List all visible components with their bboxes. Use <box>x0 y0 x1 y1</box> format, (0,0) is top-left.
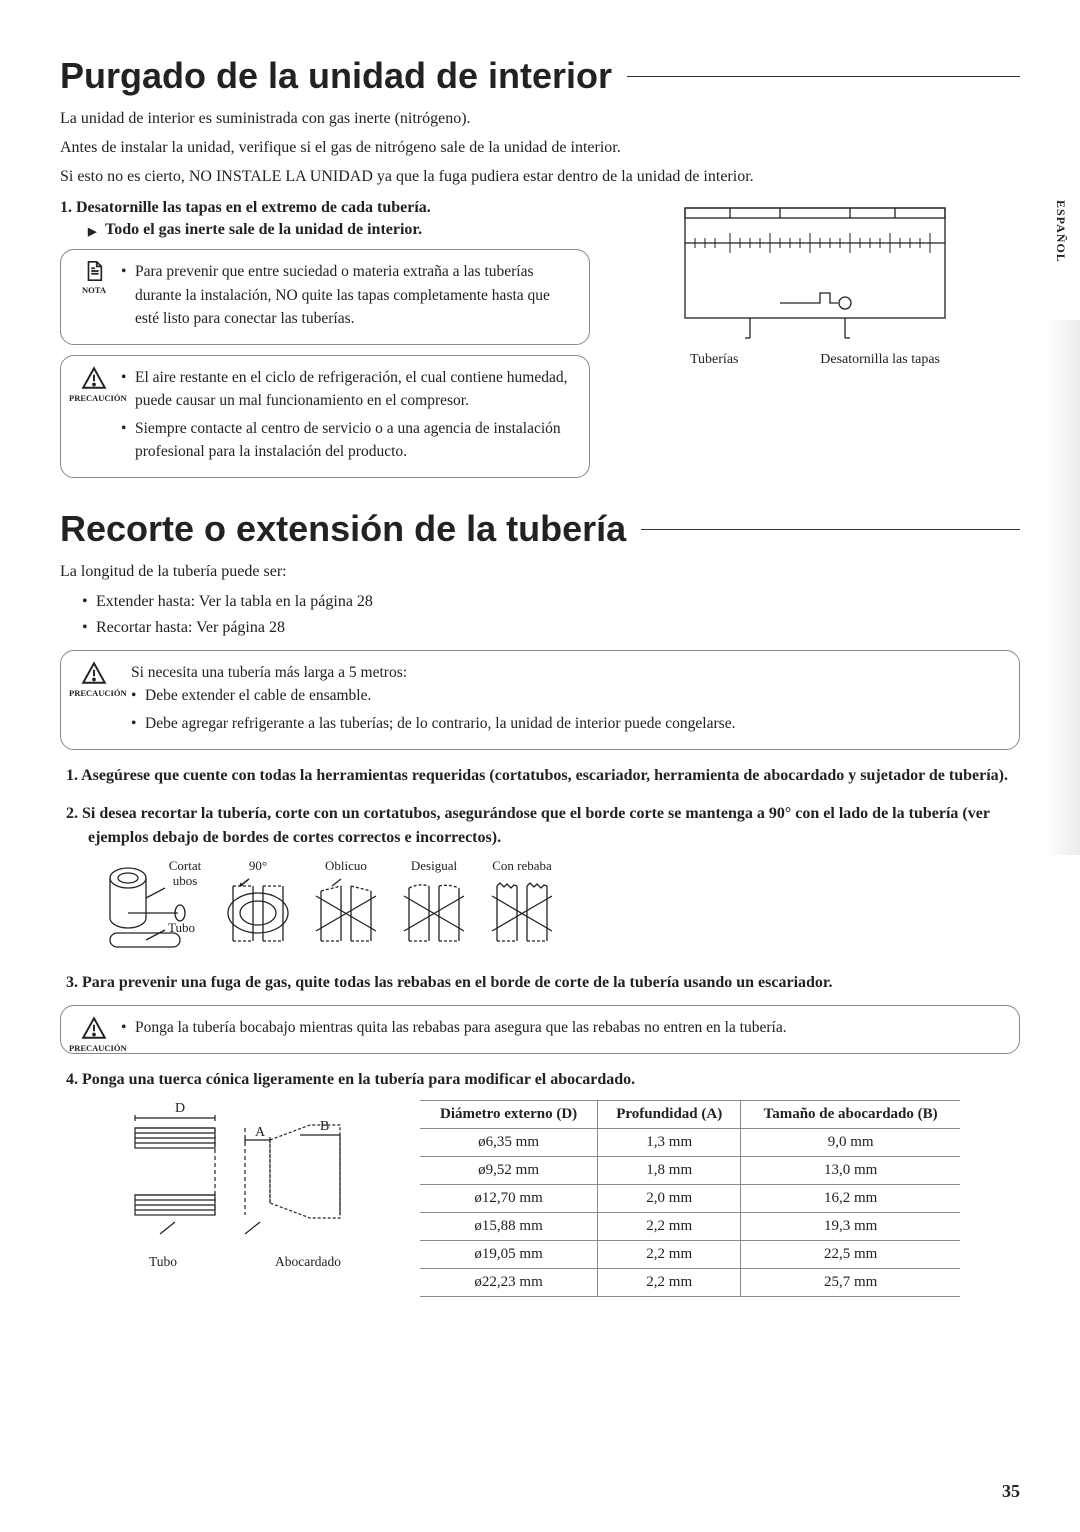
table-row: ø12,70 mm2,0 mm16,2 mm <box>420 1185 960 1213</box>
label-b: B <box>320 1119 329 1134</box>
table-cell: 25,7 mm <box>741 1269 960 1297</box>
precaucion-bullet: Siempre contacte al centro de servicio o… <box>121 417 575 464</box>
precaucion-bullet: Debe extender el cable de ensamble. <box>131 684 1005 707</box>
flare-tubo-label: Tubo <box>149 1254 177 1270</box>
indoor-unit-diagram: Tuberías Desatornilla las tapas <box>680 203 950 368</box>
table-row: ø6,35 mm1,3 mm9,0 mm <box>420 1129 960 1157</box>
table-cell: 2,2 mm <box>598 1269 741 1297</box>
cut-uneven-label: Desigual <box>399 858 469 874</box>
table-cell: 22,5 mm <box>741 1241 960 1269</box>
cut-oblique-diagram <box>311 876 381 951</box>
extend-note: Extender hasta: Ver la tabla en la págin… <box>82 589 1020 615</box>
warning-icon <box>81 661 107 685</box>
nota-callout: NOTA Para prevenir que entre suciedad o … <box>60 249 590 345</box>
table-cell: 2,2 mm <box>598 1241 741 1269</box>
substep-1: Todo el gas inerte sale de la unidad de … <box>60 221 590 239</box>
note-icon <box>83 260 105 282</box>
table-cell: ø22,23 mm <box>420 1269 598 1297</box>
step-num-4: 4. Ponga una tuerca cónica ligeramente e… <box>60 1068 1020 1092</box>
precaucion-lead: Si necesita una tubería más larga a 5 me… <box>131 661 1005 684</box>
table-cell: ø9,52 mm <box>420 1157 598 1185</box>
tube-label: Tubo <box>168 920 195 936</box>
table-row: ø22,23 mm2,2 mm25,7 mm <box>420 1269 960 1297</box>
precaucion-bullet: Ponga la tubería bocabajo mientras quita… <box>121 1016 1005 1039</box>
table-head-d: Diámetro externo (D) <box>420 1101 598 1129</box>
step-1: 1. Desatornille las tapas en el extremo … <box>60 199 590 217</box>
section1-title: Purgado de la unidad de interior <box>60 55 1020 97</box>
precaucion-bullet: Debe agregar refrigerante a las tuberías… <box>131 712 1005 735</box>
diagram-label-pipes: Tuberías <box>690 352 739 368</box>
table-cell: 1,8 mm <box>598 1157 741 1185</box>
nota-tag: NOTA <box>69 260 119 297</box>
cut-uneven-diagram <box>399 876 469 951</box>
step-num-1: 1. Asegúrese que cuente con todas la her… <box>60 764 1020 788</box>
precaucion-bullet: El aire restante en el ciclo de refriger… <box>121 366 575 413</box>
page-content: Purgado de la unidad de interior La unid… <box>0 0 1080 1337</box>
warning-icon <box>81 1016 107 1040</box>
table-cell: 1,3 mm <box>598 1129 741 1157</box>
section2-intro: La longitud de la tubería puede ser: <box>60 560 1020 585</box>
diagram-label-caps: Desatornilla las tapas <box>820 352 940 368</box>
table-cell: 13,0 mm <box>741 1157 960 1185</box>
step-num-2: 2. Si desea recortar la tubería, corte c… <box>60 802 1020 850</box>
precaucion-tag: PRECAUCIÓN <box>69 661 119 700</box>
tab-shadow <box>1045 320 1080 855</box>
step-num-3: 3. Para prevenir una fuga de gas, quite … <box>60 971 1020 995</box>
table-head-a: Profundidad (A) <box>598 1101 741 1129</box>
cut-90-diagram <box>223 876 293 951</box>
table-cell: 2,0 mm <box>598 1185 741 1213</box>
cut-90-label: 90° <box>223 858 293 874</box>
nota-bullet: Para prevenir que entre suciedad o mater… <box>121 260 575 330</box>
cut-oblique-label: Oblicuo <box>311 858 381 874</box>
cut-diagrams: Cortat ubos Tubo 90° Oblicuo Desigual <box>60 858 1020 957</box>
section2-title: Recorte o extensión de la tubería <box>60 508 1020 550</box>
warning-icon <box>81 366 107 390</box>
cut-burr-diagram <box>487 876 557 951</box>
cut-burr-label: Con rebaba <box>487 858 557 874</box>
precaucion-tag: PRECAUCIÓN <box>69 366 119 405</box>
precaucion-callout-3: PRECAUCIÓN Ponga la tubería bocabajo mie… <box>60 1005 1020 1054</box>
precaucion-tag: PRECAUCIÓN <box>69 1016 119 1055</box>
table-row: ø9,52 mm1,8 mm13,0 mm <box>420 1157 960 1185</box>
table-cell: ø15,88 mm <box>420 1213 598 1241</box>
precaucion-callout-2: PRECAUCIÓN Si necesita una tubería más l… <box>60 650 1020 750</box>
cut-note: Recortar hasta: Ver página 28 <box>82 615 1020 641</box>
table-cell: 16,2 mm <box>741 1185 960 1213</box>
table-cell: 19,3 mm <box>741 1213 960 1241</box>
page-number: 35 <box>1002 1481 1020 1502</box>
table-cell: ø6,35 mm <box>420 1129 598 1157</box>
cutter-label: Cortat ubos <box>165 858 205 889</box>
language-tab: ESPAÑOL <box>1053 200 1068 263</box>
label-a: A <box>255 1125 266 1140</box>
table-cell: ø19,05 mm <box>420 1241 598 1269</box>
table-row: ø15,88 mm2,2 mm19,3 mm <box>420 1213 960 1241</box>
table-cell: 2,2 mm <box>598 1213 741 1241</box>
flare-diagram: D A B <box>100 1100 390 1270</box>
label-d: D <box>175 1101 185 1116</box>
flare-abocardado-label: Abocardado <box>275 1254 341 1270</box>
intro-text: Antes de instalar la unidad, verifique s… <box>60 136 1020 161</box>
intro-text: Si esto no es cierto, NO INSTALE LA UNID… <box>60 165 1020 190</box>
table-row: ø19,05 mm2,2 mm22,5 mm <box>420 1241 960 1269</box>
table-head-b: Tamaño de abocardado (B) <box>741 1101 960 1129</box>
flare-table: Diámetro externo (D) Profundidad (A) Tam… <box>420 1100 960 1297</box>
precaucion-callout: PRECAUCIÓN El aire restante en el ciclo … <box>60 355 590 478</box>
table-cell: 9,0 mm <box>741 1129 960 1157</box>
table-cell: ø12,70 mm <box>420 1185 598 1213</box>
intro-text: La unidad de interior es suministrada co… <box>60 107 1020 132</box>
